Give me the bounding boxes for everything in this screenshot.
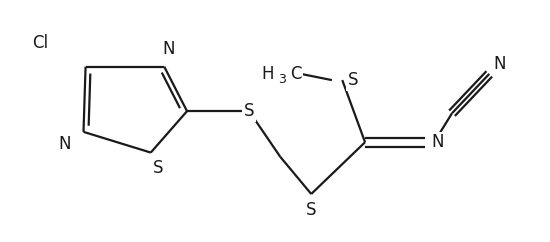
Text: S: S xyxy=(348,71,358,89)
Text: N: N xyxy=(162,40,175,58)
Text: S: S xyxy=(153,159,163,177)
Text: N: N xyxy=(431,133,444,151)
Text: 3: 3 xyxy=(278,73,285,86)
Text: S: S xyxy=(244,102,254,120)
Text: N: N xyxy=(59,135,71,153)
Text: H: H xyxy=(261,65,274,83)
Text: S: S xyxy=(306,201,316,219)
Text: N: N xyxy=(493,54,506,73)
Text: Cl: Cl xyxy=(32,34,48,52)
Text: C: C xyxy=(290,65,302,83)
